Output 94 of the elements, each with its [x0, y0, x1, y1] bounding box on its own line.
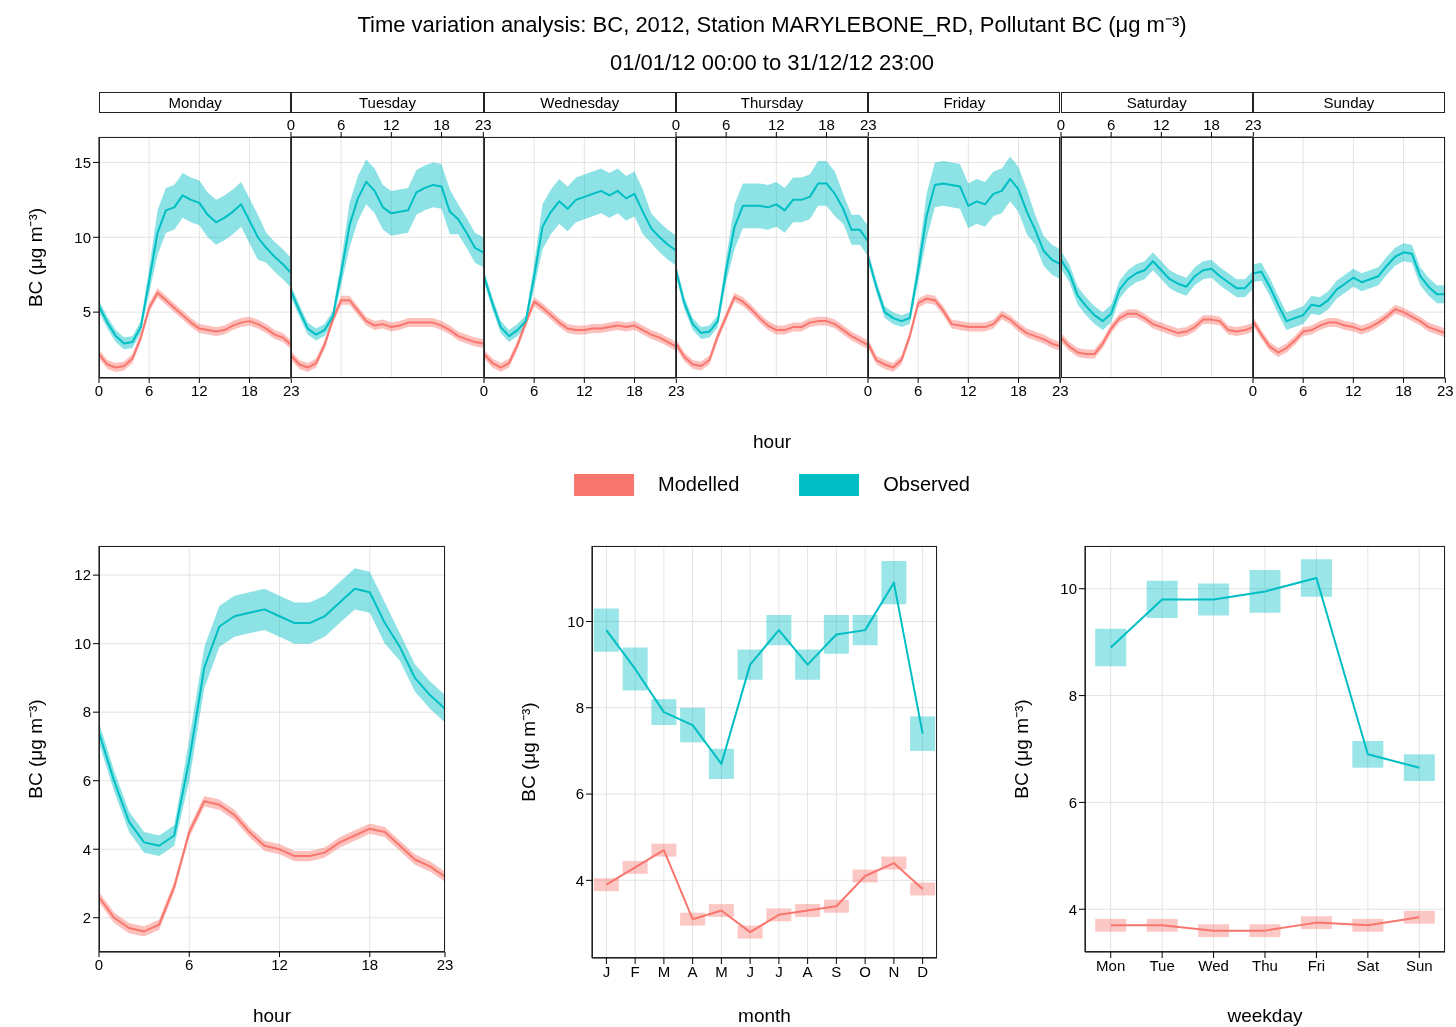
chart-title: Friday: [943, 94, 986, 111]
y-tick-label: 10: [74, 634, 91, 652]
x-tick-label: 6: [185, 955, 194, 973]
x-tick-label: 0: [94, 955, 104, 973]
y-tick-label: 10: [74, 228, 91, 246]
y-tick-label: 10: [567, 612, 584, 630]
x-tick-label: N: [888, 962, 900, 980]
x-tick-label: Sat: [1356, 956, 1380, 974]
x-tick-label: 12: [1344, 381, 1362, 399]
chart-title: Wednesday: [540, 94, 620, 111]
x-tick-label: 18: [625, 381, 643, 399]
x-tick-label: 6: [144, 381, 154, 399]
x-tick-label: O: [859, 962, 871, 980]
chart-title: Saturday: [1126, 94, 1187, 111]
x-tick-label: 12: [1152, 116, 1170, 133]
text: Time variation analysis: BC, 2012, Station MARYLEBONE_RD, Pollutant BC (μg m⁻³): [357, 12, 1187, 37]
x-tick-label: 18: [1202, 116, 1220, 133]
x-tick-label: 23: [282, 381, 300, 399]
chart-title: Sunday: [1323, 94, 1375, 111]
legend-label: Modelled: [658, 473, 740, 496]
x-tick-label: 12: [383, 116, 400, 133]
x-tick-label: Mon: [1096, 956, 1126, 974]
x-tick-label: J: [775, 962, 783, 980]
x-tick-label: S: [831, 962, 842, 980]
x-tick-label: 6: [1298, 381, 1308, 399]
x-tick-label: M: [657, 962, 671, 980]
x-tick-label: Fri: [1307, 956, 1326, 974]
x-tick-label: 6: [721, 116, 731, 133]
x-tick-label: Tue: [1149, 956, 1175, 974]
x-axis-title: month: [738, 1005, 791, 1026]
x-tick-label: 12: [190, 381, 208, 399]
x-tick-label: 6: [337, 116, 346, 133]
x-tick-label: 0: [1248, 381, 1257, 399]
x-tick-label: 0: [479, 381, 488, 399]
x-tick-label: 23: [1244, 116, 1262, 133]
x-tick-label: 23: [436, 955, 454, 973]
y-tick-label: 6: [82, 772, 91, 790]
x-tick-label: Thu: [1252, 956, 1278, 974]
y-tick-label: 2: [82, 909, 91, 927]
line-series: [605, 849, 924, 934]
x-tick-label: 0: [94, 381, 104, 399]
y-tick-label: 5: [82, 303, 91, 321]
x-tick-label: Sun: [1405, 956, 1433, 974]
x-tick-label: A: [802, 962, 813, 980]
x-tick-label: J: [602, 962, 611, 980]
x-tick-label: 12: [960, 381, 977, 399]
y-tick-label: 6: [575, 785, 584, 803]
x-tick-label: 6: [1106, 116, 1115, 133]
x-tick-label: 18: [1394, 381, 1412, 399]
y-tick-label: 4: [575, 871, 584, 889]
x-tick-label: 23: [1052, 381, 1069, 399]
x-tick-label: Wed: [1198, 956, 1229, 974]
x-axis-title: hour: [753, 431, 792, 452]
y-tick-label: 10: [1060, 580, 1077, 598]
y-tick-label: 4: [82, 840, 91, 858]
x-tick-label: 23: [1436, 381, 1454, 399]
x-tick-label: 18: [241, 381, 258, 399]
line-series: [605, 581, 924, 765]
x-tick-label: 23: [667, 381, 685, 399]
x-tick-label: A: [687, 962, 698, 980]
x-tick-label: M: [715, 962, 728, 980]
x-tick-label: D: [917, 962, 929, 980]
y-tick-label: 8: [1068, 686, 1077, 704]
x-axis-title: hour: [252, 1005, 292, 1026]
x-tick-label: J: [746, 962, 754, 980]
y-tick-label: 6: [1068, 793, 1077, 811]
x-tick-label: 0: [1056, 116, 1065, 133]
x-tick-label: 6: [914, 381, 923, 399]
y-tick-label: 12: [74, 566, 91, 584]
legend-label: Observed: [883, 473, 970, 496]
x-tick-label: 0: [864, 381, 873, 399]
line-series: [1109, 577, 1421, 769]
y-tick-label: 8: [575, 699, 584, 717]
chart-title: Thursday: [740, 94, 804, 111]
x-tick-label: 0: [671, 116, 681, 133]
text: 01/01/12 00:00 to 31/12/12 23:00: [609, 50, 935, 75]
x-tick-label: 18: [1010, 381, 1028, 399]
chart-title: Tuesday: [358, 94, 416, 111]
y-tick-label: 4: [1068, 900, 1077, 918]
x-tick-label: 18: [818, 116, 835, 133]
x-tick-label: 23: [475, 116, 492, 133]
x-tick-label: 12: [767, 116, 785, 133]
y-tick-label: 15: [74, 153, 91, 171]
x-axis-title: weekday: [1227, 1005, 1303, 1026]
line-series: [1109, 916, 1421, 932]
x-tick-label: 0: [287, 116, 296, 133]
x-tick-label: 6: [529, 381, 538, 399]
x-tick-label: 23: [859, 116, 877, 133]
y-tick-label: 8: [82, 703, 91, 721]
x-tick-label: 12: [271, 955, 288, 973]
x-tick-label: F: [630, 962, 640, 980]
x-tick-label: 18: [361, 955, 379, 973]
chart-title: Monday: [168, 94, 222, 111]
x-tick-label: 18: [433, 116, 451, 133]
